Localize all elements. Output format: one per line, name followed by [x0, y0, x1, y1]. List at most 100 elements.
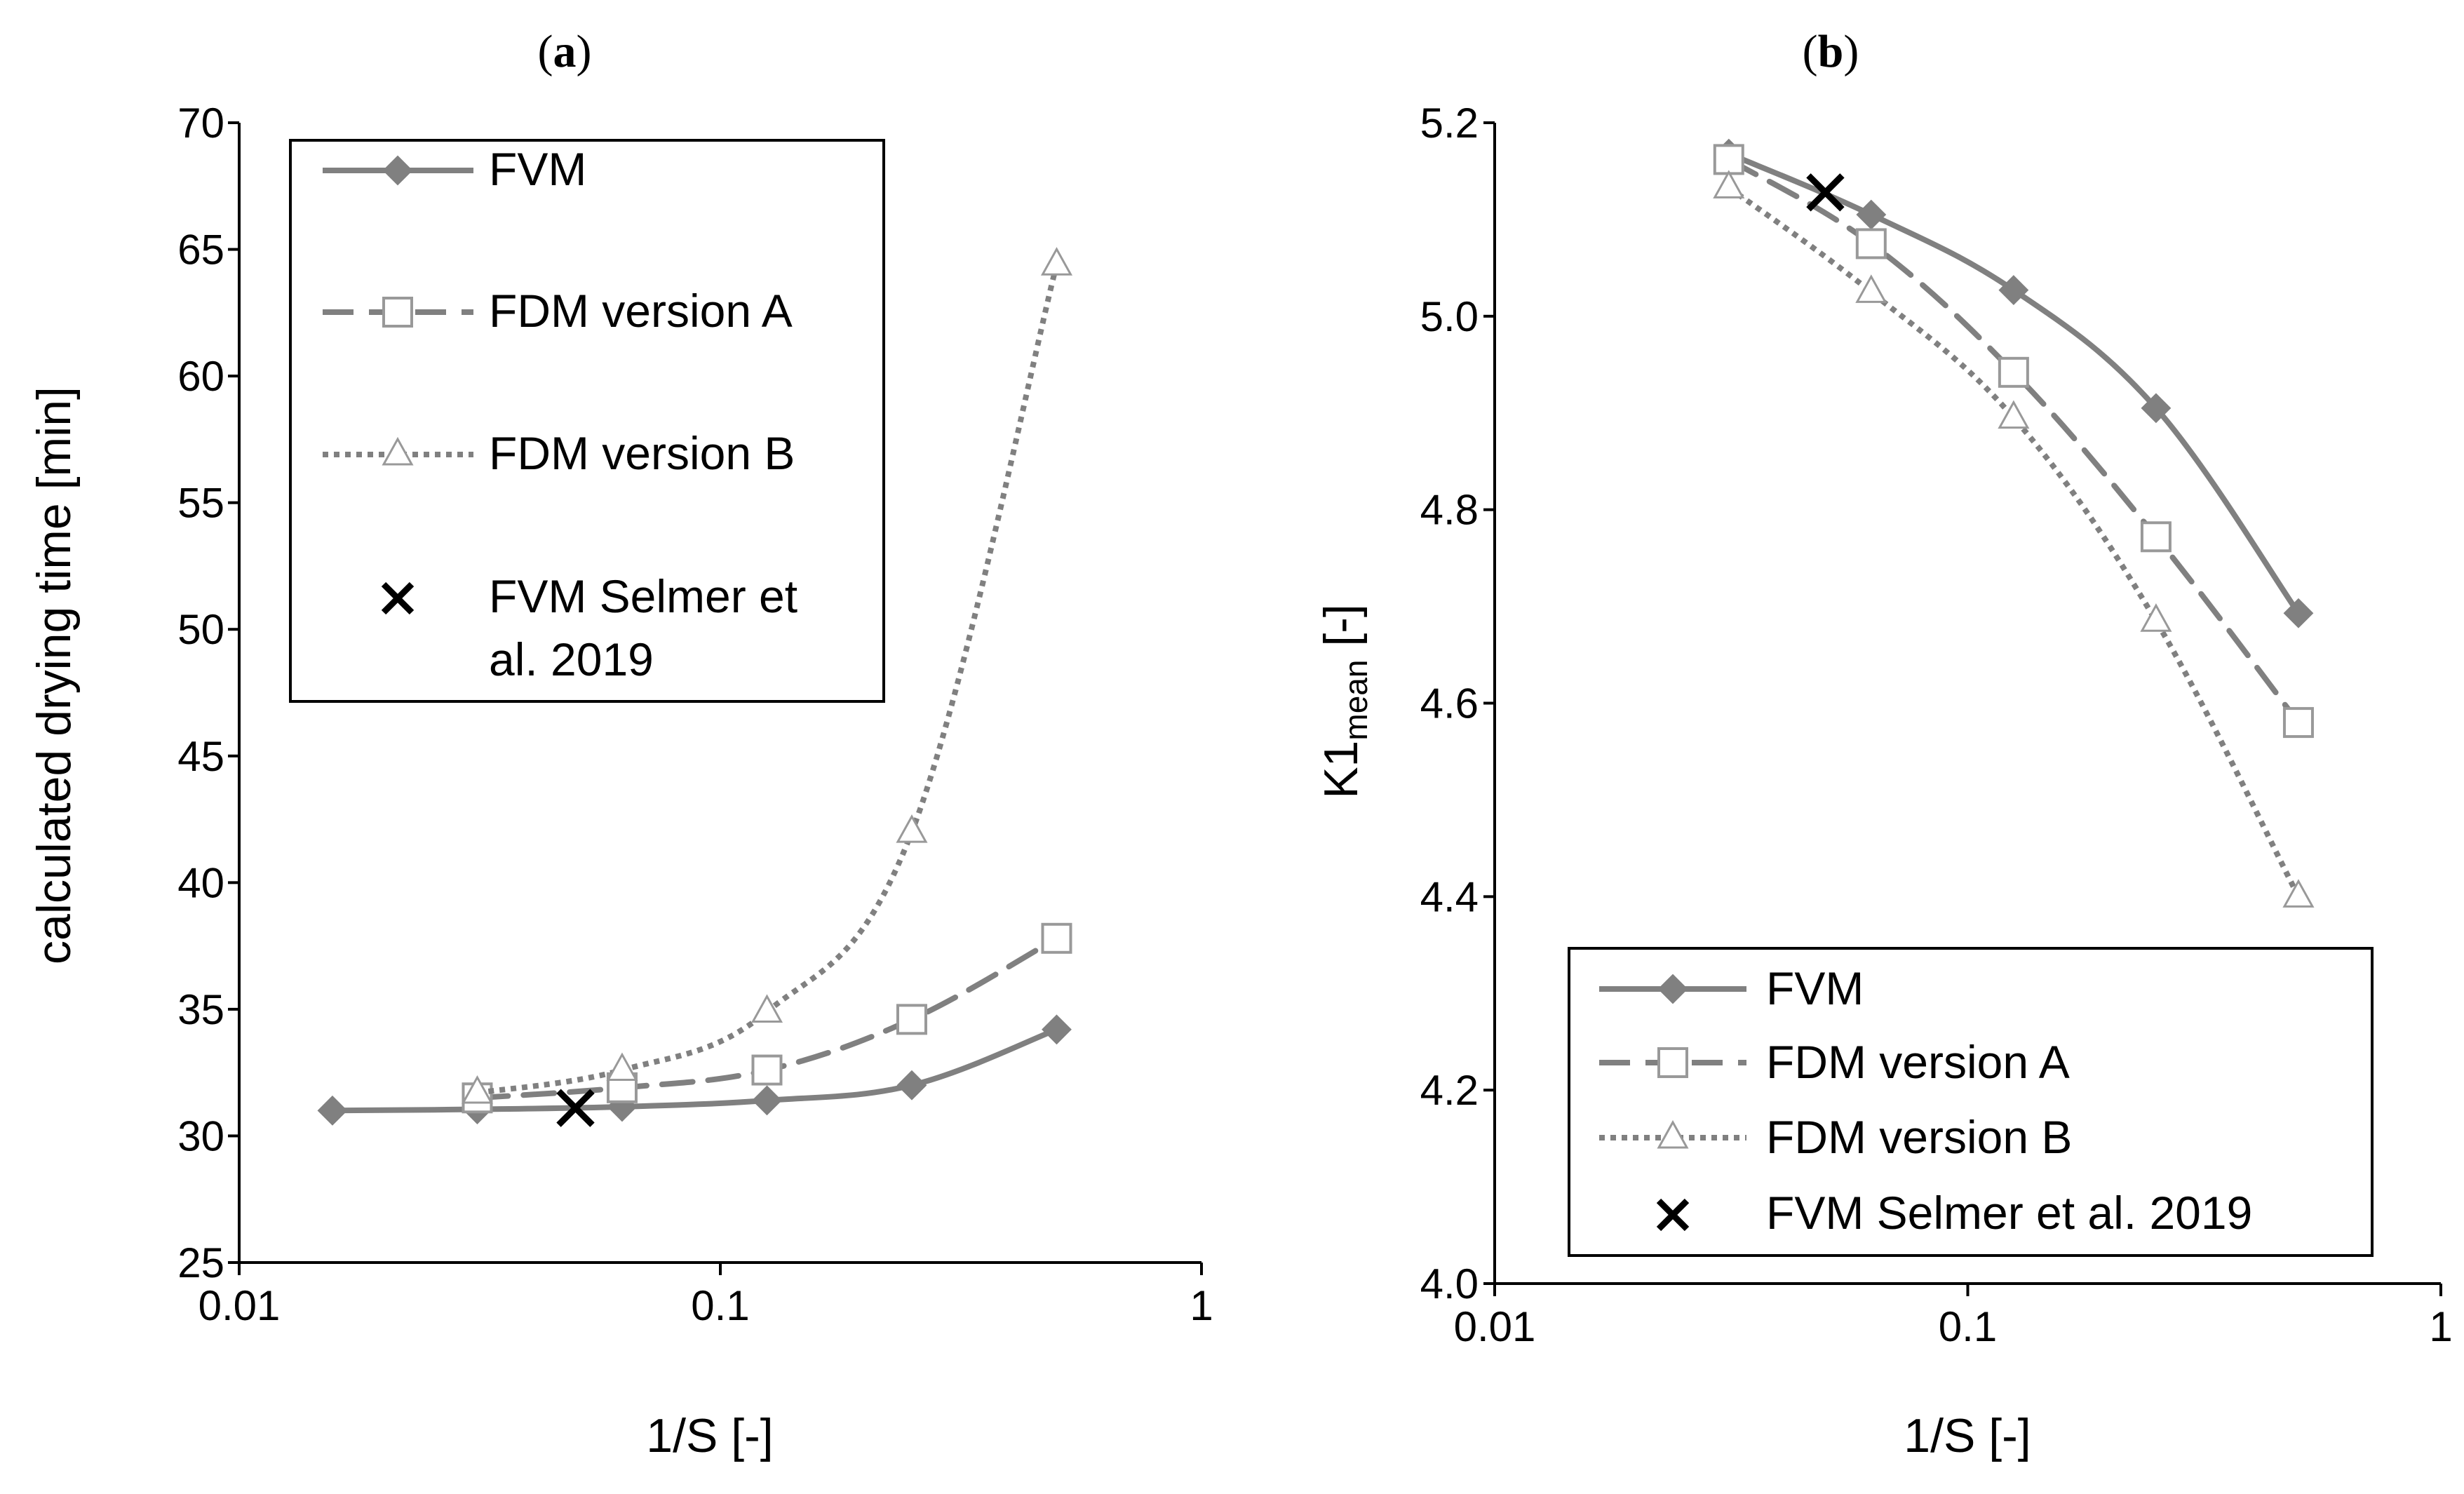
axes	[238, 123, 1201, 1264]
series-fdm-version-a-point	[896, 1004, 927, 1035]
y-tick-label: 4.8	[1420, 487, 1479, 534]
legend-label-fdm-a: FDM version A	[489, 285, 793, 337]
series-fdm-version-a-line	[1725, 156, 2301, 726]
series-fvm-point	[2283, 598, 2314, 628]
series-fdm-version-b-point	[896, 814, 928, 843]
series-fdm-version-b	[461, 247, 1073, 1104]
series-fvm-selmer-et-al-2019	[1806, 173, 1845, 212]
y-tick-label: 40	[177, 859, 224, 906]
x-cross-marker-icon	[1656, 1198, 1690, 1232]
y-tick-label: 4.2	[1420, 1067, 1479, 1114]
y-tick-label: 65	[177, 227, 224, 274]
y-tick-label: 5.0	[1420, 293, 1479, 340]
y-tick-label: 45	[177, 733, 224, 780]
series-fvm-point	[1042, 1014, 1072, 1045]
legend: FVM FDM version A FDM version B FVM Selm…	[1568, 947, 2374, 1257]
square-marker-icon	[1657, 1047, 1688, 1078]
series-fdm-version-b-point	[461, 1075, 494, 1104]
series-fdm-version-a-point	[1998, 356, 2029, 388]
series-fvm-selmer-et-al-2019-point	[1806, 173, 1845, 212]
y-tick-label: 25	[177, 1239, 224, 1286]
y-axis-label: calculated drying time [min]	[27, 386, 81, 964]
series-fdm-version-a-point	[751, 1054, 783, 1086]
y-tick-label: 50	[177, 606, 224, 653]
legend-sample-selmer	[381, 581, 415, 615]
series-fvm-line	[330, 1026, 1060, 1114]
series-fdm-version-b-point	[606, 1052, 638, 1082]
x-tick-label: 1	[2429, 1303, 2452, 1350]
x-axis-label: 1/S [-]	[646, 1409, 773, 1462]
y-axis-ticks: 4.0 4.2 4.4 4.6 4.8 5.0 5.2	[1420, 100, 1495, 1307]
diamond-marker-icon	[382, 155, 413, 186]
series-fdm-version-b-point	[1713, 170, 1745, 198]
series-fdm-version-b-point	[2140, 603, 2172, 632]
series-group	[1713, 138, 2315, 908]
legend-label-fdm-b: FDM version B	[489, 427, 795, 479]
x-axis-ticks: 0.01 0.1 1	[1454, 1284, 2453, 1350]
legend-sample-fdm-b	[323, 436, 473, 466]
square-marker-icon	[382, 297, 413, 328]
series-fvm-point	[317, 1095, 348, 1126]
legend-sample-fdm-b	[1599, 1119, 1746, 1149]
series-fdm-version-a-point	[1041, 922, 1072, 954]
series-fdm-version-a	[1713, 144, 2314, 739]
series-fvm	[317, 1014, 1072, 1126]
legend-sample-fdm-a	[1599, 1047, 1746, 1078]
legend: FVM FDM version A FDM version B FVM Selm…	[289, 139, 885, 703]
series-fvm-point	[1998, 275, 2029, 306]
series-fvm-point	[896, 1070, 927, 1101]
series-fdm-version-a-point	[1713, 144, 1744, 175]
series-fdm-version-b-point	[750, 994, 783, 1023]
legend-label-fvm: FVM	[489, 143, 586, 195]
series-fdm-version-b-point	[1040, 247, 1073, 276]
legend-sample-fvm	[323, 155, 473, 186]
x-tick-label: 0.01	[198, 1282, 281, 1329]
legend-label-selmer-line-1: FVM Selmer et	[489, 570, 797, 622]
axes	[1493, 123, 2441, 1285]
legend-sample-fdm-a	[323, 297, 473, 328]
triangle-marker-icon	[1657, 1119, 1689, 1149]
series-fdm-version-a-point	[2282, 707, 2314, 739]
y-tick-label: 35	[177, 986, 224, 1033]
legend-sample-selmer	[1656, 1198, 1690, 1232]
y-tick-label: 5.2	[1420, 100, 1479, 147]
x-tick-label: 0.01	[1454, 1303, 1536, 1350]
legend-label-fdm-a: FDM version A	[1766, 1036, 2070, 1088]
y-tick-label: 4.0	[1420, 1260, 1479, 1307]
diamond-marker-icon	[1657, 974, 1688, 1004]
panel-b-title: (b)	[1803, 26, 1859, 77]
series-fdm-version-b	[1713, 170, 2315, 908]
triangle-marker-icon	[382, 436, 414, 466]
y-tick-label: 55	[177, 480, 224, 527]
y-axis-ticks: 25 30 35 40 45 50 55 60 65 70	[177, 100, 239, 1286]
series-group	[317, 247, 1073, 1127]
x-tick-label: 0.1	[691, 1282, 749, 1329]
y-axis-label: K1mean [-]	[1314, 604, 1374, 799]
y-tick-label: 4.6	[1420, 680, 1479, 727]
legend-label-selmer-line-2: al. 2019	[489, 633, 654, 685]
y-tick-label: 4.4	[1420, 873, 1479, 920]
series-fdm-version-b-point	[1855, 274, 1887, 303]
series-fdm-version-b-point	[2282, 879, 2315, 908]
panel-a-title: (a)	[538, 26, 592, 77]
legend-label-selmer: FVM Selmer et al. 2019	[1766, 1187, 2252, 1239]
legend-sample-fvm	[1599, 974, 1746, 1004]
series-fdm-version-a-point	[2140, 521, 2172, 553]
legend-label-fdm-b: FDM version B	[1766, 1111, 2072, 1163]
series-fdm-version-a-point	[1855, 228, 1887, 260]
series-fvm-selmer-et-al-2019	[556, 1089, 595, 1127]
x-tick-label: 1	[1190, 1282, 1213, 1329]
y-tick-label: 30	[177, 1112, 224, 1159]
series-fvm-point	[752, 1085, 782, 1116]
series-fvm-point	[2141, 393, 2172, 424]
x-tick-label: 0.1	[1939, 1303, 1997, 1350]
legend-label-fvm: FVM	[1766, 962, 1864, 1014]
series-fvm-selmer-et-al-2019-point	[556, 1089, 595, 1127]
y-tick-label: 70	[177, 100, 224, 147]
chart-panel-b: (b) 4.0 4.2 4.4 4.6 4.8 5.0 5.2 0.01 0.1 1 1/S […	[1314, 26, 2453, 1462]
legend-frame	[1568, 947, 2374, 1257]
y-tick-label: 60	[177, 353, 224, 400]
x-axis-label: 1/S [-]	[1904, 1409, 2031, 1462]
series-fdm-version-b-point	[1998, 400, 2030, 429]
